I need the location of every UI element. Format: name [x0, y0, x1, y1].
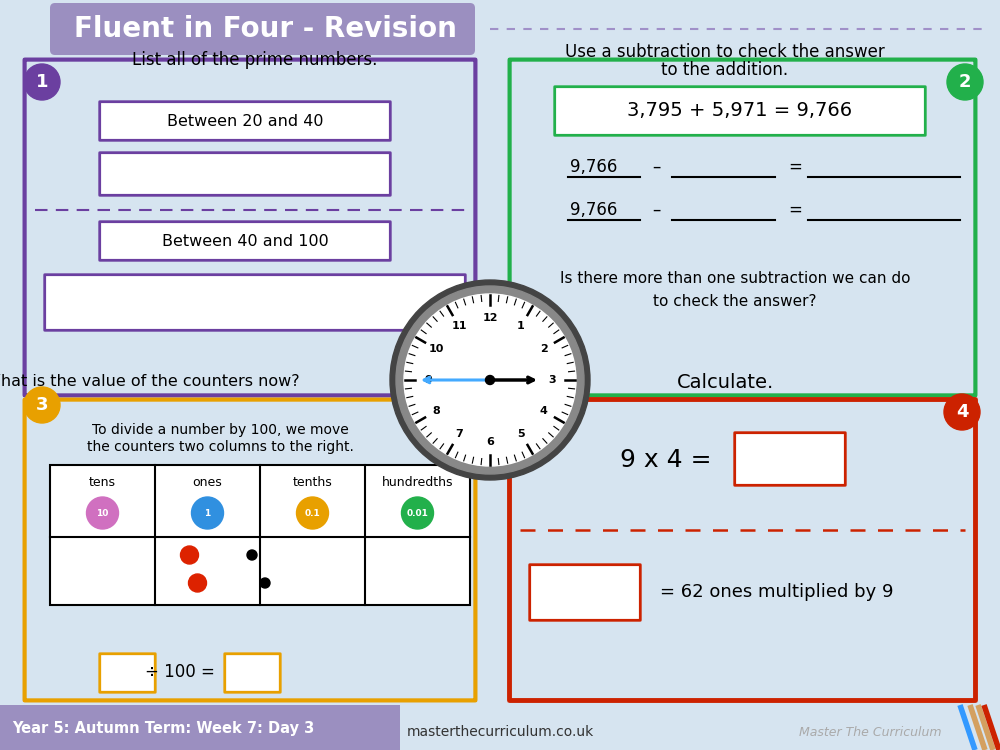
FancyBboxPatch shape [0, 705, 400, 750]
Text: 5: 5 [517, 429, 525, 439]
Circle shape [247, 550, 257, 560]
FancyBboxPatch shape [555, 87, 925, 135]
Text: 1: 1 [204, 509, 211, 518]
Circle shape [188, 574, 207, 592]
Text: 9,766: 9,766 [570, 158, 617, 176]
Circle shape [404, 294, 576, 466]
Text: tens: tens [89, 476, 116, 490]
Text: =: = [788, 201, 802, 219]
Text: 10: 10 [96, 509, 109, 518]
Text: =: = [788, 158, 802, 176]
Text: 3,795 + 5,971 = 9,766: 3,795 + 5,971 = 9,766 [627, 101, 853, 121]
Text: Master The Curriculum: Master The Curriculum [799, 725, 941, 739]
Circle shape [486, 376, 494, 385]
Text: 6: 6 [486, 437, 494, 447]
Text: To divide a number by 100, we move: To divide a number by 100, we move [92, 423, 348, 437]
Text: 9,766: 9,766 [570, 201, 617, 219]
Text: hundredths: hundredths [382, 476, 453, 490]
Circle shape [192, 497, 224, 529]
Circle shape [260, 578, 270, 588]
Circle shape [944, 394, 980, 430]
Text: tenths: tenths [293, 476, 332, 490]
Circle shape [180, 546, 198, 564]
Text: 3: 3 [548, 375, 556, 385]
Text: ones: ones [193, 476, 222, 490]
Text: 0.1: 0.1 [305, 509, 320, 518]
Text: 11: 11 [451, 321, 467, 332]
Text: Is there more than one subtraction we can do
to check the answer?: Is there more than one subtraction we ca… [560, 272, 910, 308]
Text: Calculate.: Calculate. [676, 373, 774, 392]
FancyBboxPatch shape [100, 654, 155, 692]
FancyBboxPatch shape [530, 565, 640, 620]
Circle shape [296, 497, 328, 529]
FancyBboxPatch shape [735, 433, 845, 485]
Circle shape [947, 64, 983, 100]
Text: –: – [652, 158, 660, 176]
Text: 9: 9 [424, 375, 432, 385]
Text: to the addition.: to the addition. [661, 61, 789, 79]
FancyBboxPatch shape [100, 102, 390, 140]
Text: Use a subtraction to check the answer: Use a subtraction to check the answer [565, 43, 885, 61]
Text: Between 40 and 100: Between 40 and 100 [162, 233, 328, 248]
Text: Year 5: Autumn Term: Week 7: Day 3: Year 5: Autumn Term: Week 7: Day 3 [12, 721, 314, 736]
Circle shape [402, 497, 434, 529]
Circle shape [24, 64, 60, 100]
Text: = 62 ones multiplied by 9: = 62 ones multiplied by 9 [660, 583, 894, 601]
Text: 8: 8 [432, 406, 440, 416]
Text: Between 20 and 40: Between 20 and 40 [167, 113, 323, 128]
FancyBboxPatch shape [225, 654, 280, 692]
Text: 1: 1 [517, 321, 525, 332]
Text: Fluent in Four - Revision: Fluent in Four - Revision [74, 15, 456, 43]
Text: What is the value of the counters now?: What is the value of the counters now? [0, 374, 300, 389]
Text: the counters two columns to the right.: the counters two columns to the right. [87, 440, 353, 454]
Text: 4: 4 [956, 403, 968, 421]
Text: 0.01: 0.01 [407, 509, 428, 518]
Text: List all of the prime numbers.: List all of the prime numbers. [132, 51, 378, 69]
FancyBboxPatch shape [50, 3, 475, 55]
Text: 1: 1 [36, 73, 48, 91]
FancyBboxPatch shape [100, 222, 390, 260]
FancyBboxPatch shape [50, 465, 470, 605]
Text: 10: 10 [429, 344, 444, 354]
Text: 2: 2 [959, 73, 971, 91]
Circle shape [87, 497, 119, 529]
Circle shape [390, 280, 590, 480]
Circle shape [24, 387, 60, 423]
FancyBboxPatch shape [45, 274, 465, 330]
Text: 3: 3 [36, 396, 48, 414]
Circle shape [396, 286, 584, 474]
Text: 9 x 4 =: 9 x 4 = [620, 448, 712, 472]
Text: masterthecurriculum.co.uk: masterthecurriculum.co.uk [406, 725, 594, 739]
Text: 4: 4 [540, 406, 548, 416]
Text: 12: 12 [482, 313, 498, 323]
Text: –: – [652, 201, 660, 219]
Text: 2: 2 [540, 344, 548, 354]
FancyBboxPatch shape [100, 153, 390, 195]
Text: ÷ 100 =: ÷ 100 = [145, 663, 215, 681]
Text: 7: 7 [455, 429, 463, 439]
